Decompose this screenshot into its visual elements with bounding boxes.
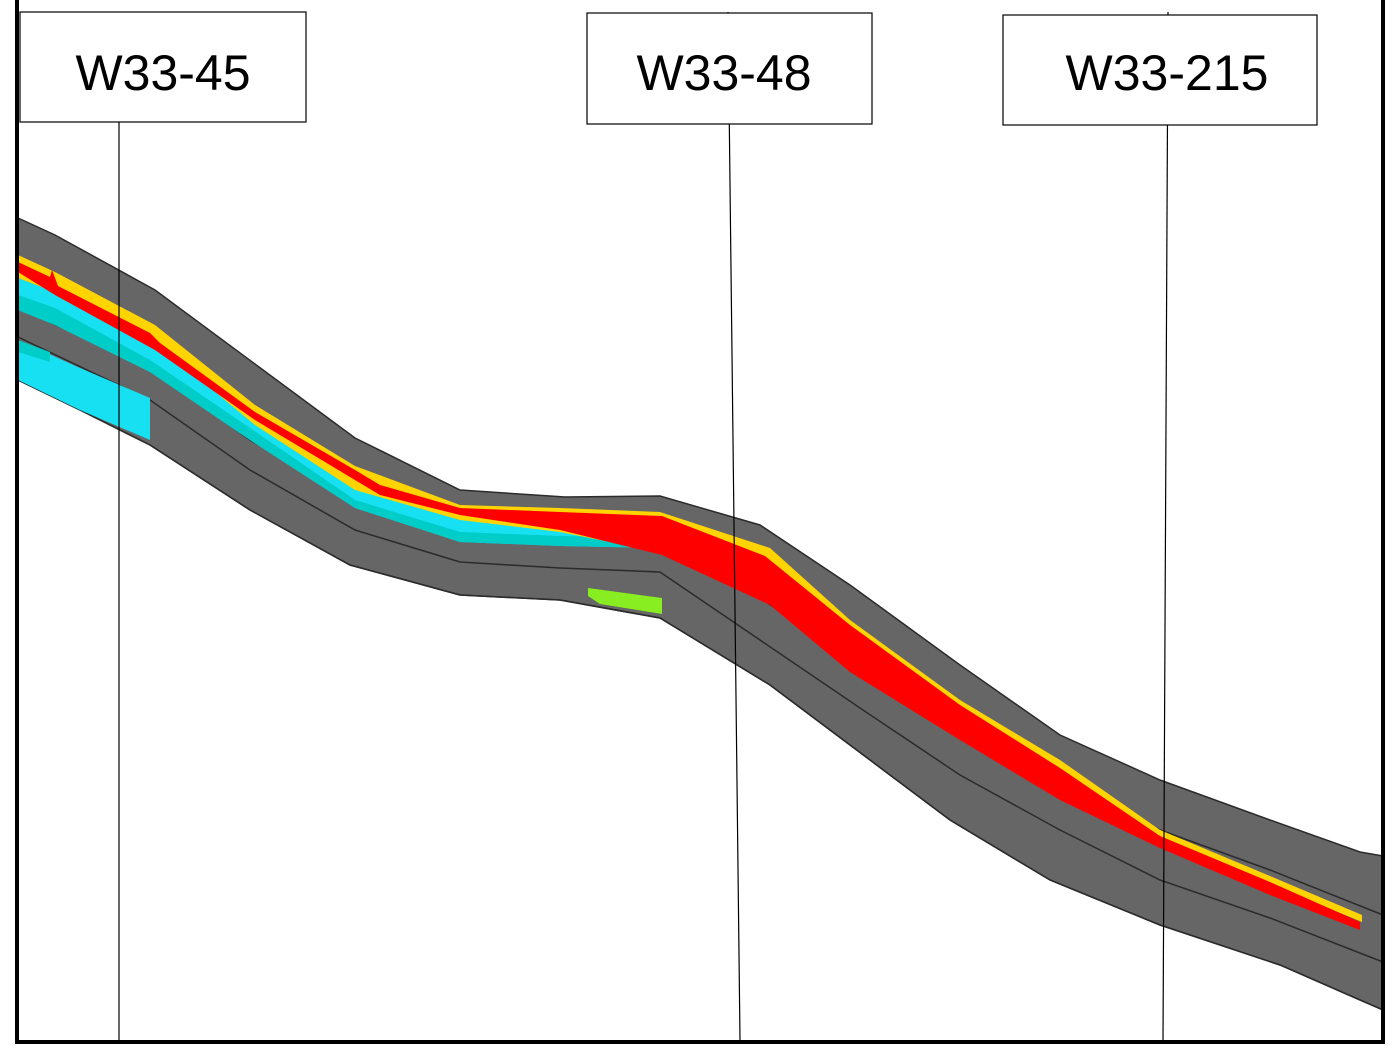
well-label-box-w33-45: W33-45 bbox=[19, 11, 307, 123]
layer-boundary-3 bbox=[17, 379, 1384, 1011]
layer-boundary-2 bbox=[17, 336, 1384, 963]
well-label-w33-48: W33-48 bbox=[636, 45, 811, 101]
facies-teal-lower bbox=[18, 340, 50, 362]
well-label-w33-215: W33-215 bbox=[1066, 45, 1269, 101]
facies-cyan-lower bbox=[18, 340, 150, 440]
well-line-w33-48 bbox=[727, 11, 741, 1041]
formation-band bbox=[17, 216, 1384, 1012]
facies-teal-upper bbox=[18, 295, 660, 548]
well-label-box-w33-215: W33-215 bbox=[1002, 14, 1318, 126]
facies-red-reservoir bbox=[18, 262, 1360, 930]
facies-green-lens bbox=[588, 588, 662, 614]
well-line-w33-215 bbox=[1162, 11, 1169, 1041]
well-label-box-w33-48: W33-48 bbox=[586, 12, 873, 125]
well-label-w33-45: W33-45 bbox=[75, 45, 250, 101]
